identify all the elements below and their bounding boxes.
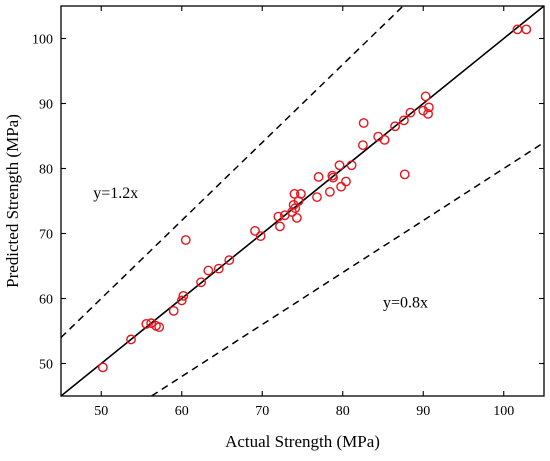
reference-lines (61, 6, 544, 396)
data-point (399, 169, 410, 180)
x-tick-label: 100 (493, 404, 514, 419)
reference-line-label: y=0.8x (383, 295, 428, 312)
x-tick-label: 80 (336, 404, 350, 419)
data-point (341, 176, 351, 187)
data-point (273, 211, 284, 222)
data-point (420, 91, 431, 102)
plot-frame (60, 5, 545, 397)
data-point (168, 305, 179, 316)
y-tick-label: 80 (39, 163, 53, 178)
x-axis-title: Actual Strength (MPa) (225, 432, 380, 451)
data-point (423, 102, 434, 113)
x-tick-label: 70 (255, 404, 269, 419)
data-point (346, 160, 357, 171)
data-points (97, 24, 532, 373)
data-point (154, 322, 165, 332)
data-point (196, 277, 206, 288)
data-point (97, 362, 108, 373)
data-point (275, 221, 285, 232)
data-point (521, 24, 532, 35)
y-tick-label: 100 (32, 33, 53, 48)
data-point (399, 115, 409, 126)
y-tick-label: 50 (39, 358, 53, 373)
data-point (328, 172, 338, 183)
data-point (176, 295, 187, 306)
x-tick-label: 90 (416, 404, 430, 419)
data-point (178, 290, 189, 301)
x-tick-label: 60 (175, 404, 189, 419)
data-point (291, 212, 302, 223)
y-tick-label: 60 (39, 293, 53, 308)
data-point (418, 105, 429, 116)
data-point (289, 188, 300, 199)
y-tick-label: 70 (39, 228, 53, 243)
data-point (379, 134, 390, 145)
data-point (126, 334, 136, 345)
data-point (390, 121, 400, 132)
reference-line-1-2 (61, 6, 405, 339)
y-axis-title: Predicted Strength (MPa) (3, 114, 22, 288)
data-point (324, 186, 335, 197)
annotations: y=1.2x y=0.8x (93, 185, 428, 312)
data-point (203, 265, 214, 276)
data-point (213, 263, 224, 274)
data-point (255, 231, 266, 242)
axis-ticks: 50 60 70 80 90 100 50 60 70 80 90 100 (32, 6, 544, 419)
data-point (312, 192, 322, 203)
data-point (224, 255, 235, 266)
data-point (336, 181, 347, 192)
data-point (250, 225, 260, 236)
data-point (405, 107, 416, 118)
data-point (141, 318, 152, 329)
data-point (313, 172, 324, 182)
y-tick-label: 90 (39, 98, 53, 113)
data-point (334, 160, 345, 171)
data-point (295, 188, 306, 199)
data-point (357, 140, 368, 151)
data-point (180, 235, 191, 245)
reference-line-label: y=1.2x (93, 185, 138, 202)
x-tick-label: 50 (94, 404, 108, 419)
data-point (423, 109, 433, 119)
data-point (358, 118, 369, 128)
data-point (146, 318, 157, 329)
